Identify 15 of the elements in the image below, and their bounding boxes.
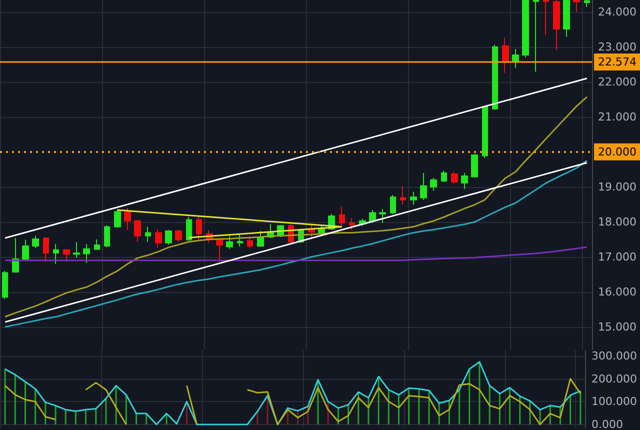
y-tick-label: 100.000 [592,395,638,408]
y-tick-label: 200.000 [592,372,638,386]
y-tick-label: 15.000 [598,320,636,334]
ref-line-label: 20.000 [598,145,636,158]
y-tick-label: 21.000 [598,110,636,124]
y-tick-label: 0.000 [592,418,624,430]
y-tick-label: 16.000 [598,285,636,298]
ref-line-label: 22.574 [598,55,636,68]
y-tick-label: 300.000 [592,349,638,362]
y-tick-label: 18.000 [598,215,636,228]
y-tick-label: 22.000 [598,75,636,88]
y-tick-label: 19.000 [598,180,636,194]
y-tick-label: 23.000 [598,40,636,54]
y-tick-label: 24.000 [598,5,636,18]
y-tick-label: 17.000 [598,250,636,264]
